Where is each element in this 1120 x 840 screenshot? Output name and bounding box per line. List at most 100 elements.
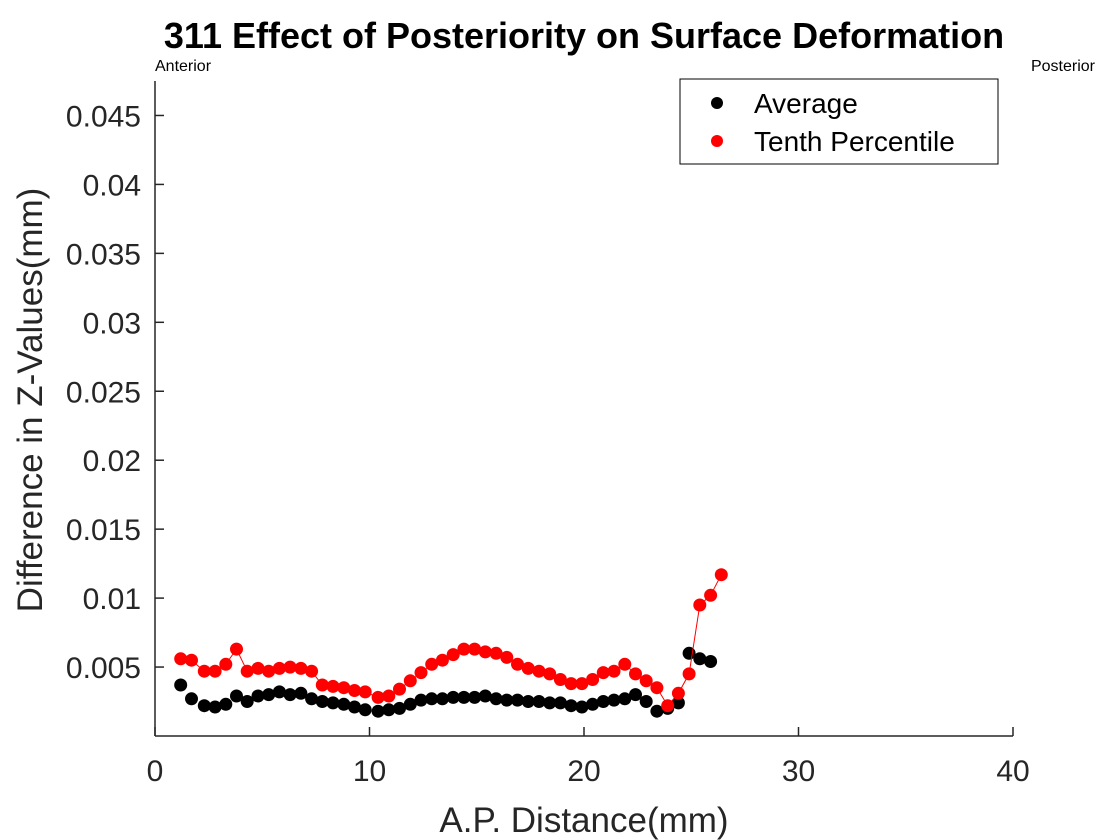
series-2-point [500, 650, 514, 664]
series-2-point [382, 689, 396, 703]
y-tick-label: 0.03 [83, 307, 141, 340]
series-2-point [618, 657, 632, 671]
series-2-point [478, 645, 492, 659]
series-1-point [272, 685, 286, 699]
series-1-point [219, 697, 233, 711]
legend-label: Tenth Percentile [754, 126, 955, 157]
series-2-point [315, 678, 329, 692]
series-1-point [489, 692, 503, 706]
series-1-point [371, 704, 385, 718]
legend-box [679, 78, 999, 165]
series-1-point [283, 688, 297, 702]
series-1-point [468, 690, 482, 704]
series-2-point [575, 677, 589, 691]
series-2-point [586, 673, 600, 686]
series-1-point [185, 692, 198, 706]
series-1-point [326, 696, 340, 710]
y-tick-label: 0.02 [83, 445, 141, 478]
series-1-point [532, 695, 546, 708]
x-tick-label: 20 [567, 755, 600, 788]
series-1-point [305, 692, 319, 706]
series-2-point [511, 657, 524, 671]
y-axis-label: Difference in Z-Values(mm) [11, 188, 50, 613]
series-1-point [337, 697, 351, 711]
legend: Average Tenth Percentile [679, 78, 999, 165]
series-2-point [185, 653, 198, 667]
y-tick-label: 0.035 [66, 238, 141, 271]
x-tick-label: 10 [353, 755, 386, 788]
series-1-point [618, 692, 632, 706]
series-2-point [671, 686, 685, 700]
series-1-point [358, 703, 372, 717]
series-2-point [564, 677, 578, 691]
series-1-point [704, 655, 718, 668]
series-1-point [596, 695, 610, 708]
axes: 0 10 20 30 40 0.005 0.01 0.015 0.02 0.025 0.03 0.03… [66, 81, 1030, 788]
series-2-point [393, 682, 406, 696]
y-tick-label: 0.005 [66, 652, 141, 685]
series-1-point [693, 652, 707, 666]
series-1-point [500, 693, 514, 707]
series-1-point [230, 689, 243, 703]
series-2-point [197, 664, 211, 678]
x-tick-label: 40 [996, 755, 1029, 788]
series-2-point [446, 648, 460, 662]
series-2-point [240, 664, 254, 678]
series-2-point [251, 661, 265, 675]
series-2-point [219, 657, 233, 671]
series-2-point [326, 679, 340, 693]
y-tick-label: 0.01 [83, 583, 141, 616]
series-2-point [532, 664, 546, 678]
series-2-point [403, 674, 417, 688]
x-axis-label: A.P. Distance(mm) [439, 801, 728, 840]
series-2-point [553, 673, 567, 686]
series-2-point [693, 598, 707, 612]
series-1-point [553, 696, 567, 710]
series-2-point [414, 666, 428, 680]
legend-marker [711, 135, 723, 147]
y-tick-label: 0.045 [66, 100, 141, 133]
series-2-point [521, 661, 535, 675]
series-2-point [650, 681, 664, 695]
series-1-point [348, 700, 361, 714]
series-2-point [682, 667, 696, 681]
series-2-point [435, 653, 449, 667]
series-2-point [358, 685, 372, 699]
plot-area [174, 568, 728, 718]
series-2-point [596, 666, 610, 680]
series-1-point [586, 697, 600, 711]
series-2-point [489, 646, 503, 660]
series-1-point [425, 692, 439, 706]
annotation-anterior: Anterior [155, 58, 212, 75]
series-2-point [230, 642, 243, 656]
series-2-point [607, 664, 621, 678]
series-1-point [435, 692, 449, 706]
series-2-point [262, 664, 276, 678]
series-1-point [208, 700, 222, 714]
series-2-point [468, 642, 482, 656]
series-1-point [629, 688, 642, 702]
series-1-point [294, 686, 308, 700]
series-1-point [382, 703, 396, 717]
y-tick-label: 0.025 [66, 376, 141, 409]
series-2-point [272, 661, 286, 675]
series-1-point [403, 697, 417, 711]
series-1-point [564, 699, 578, 713]
series-2-point [294, 661, 308, 675]
series-1-point [511, 693, 524, 707]
series-1-point [393, 701, 406, 715]
series-2-point [714, 568, 728, 582]
series-1-point [607, 693, 621, 707]
series-2-point [174, 652, 188, 666]
series-1-point [240, 695, 254, 708]
series-2-point [457, 642, 471, 656]
legend-label: Average [754, 88, 858, 119]
series-1-point [543, 696, 557, 710]
x-tick-label: 30 [782, 755, 815, 788]
series-2-point [348, 684, 361, 697]
series-1-point [197, 699, 211, 713]
chart-title: 311 Effect of Posteriority on Surface De… [164, 15, 1004, 56]
annotation-posterior: Posterior [1031, 58, 1096, 75]
series-2-point [661, 699, 675, 713]
